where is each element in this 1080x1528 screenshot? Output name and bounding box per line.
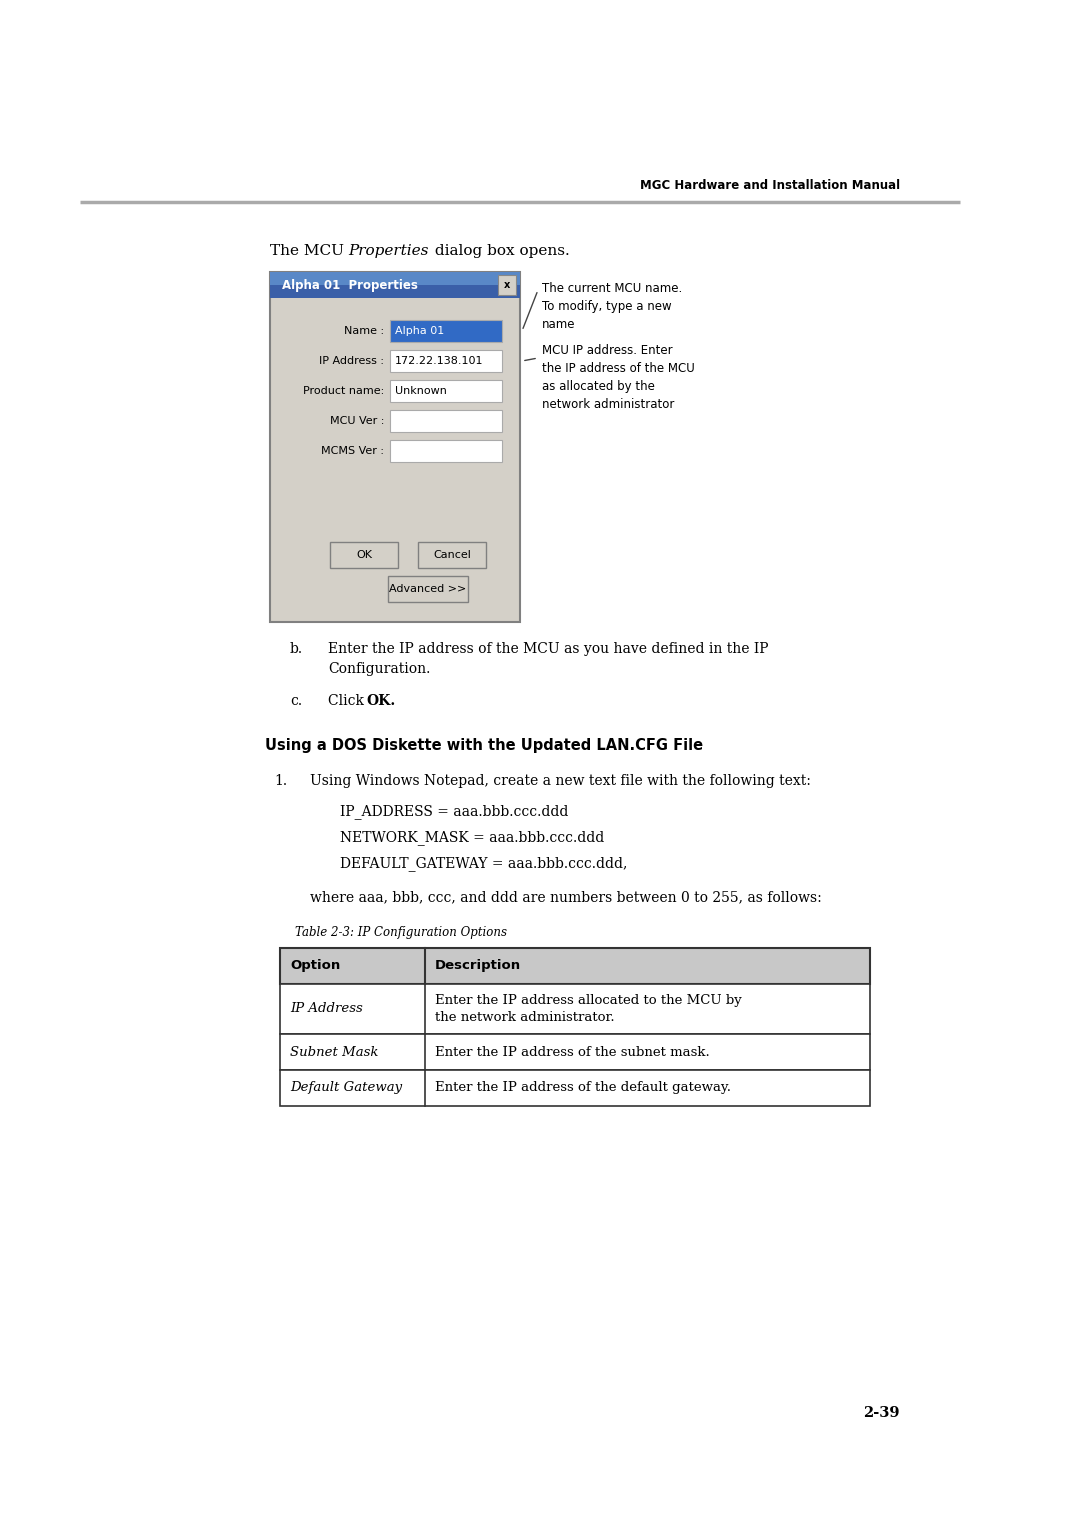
Bar [280, 947, 870, 984]
Text: The MCU: The MCU [270, 244, 349, 258]
Text: Enter the IP address of the MCU as you have defined in the IP: Enter the IP address of the MCU as you h… [328, 642, 769, 656]
Bar [418, 542, 486, 568]
Text: IP_ADDRESS = aaa.bbb.ccc.ddd: IP_ADDRESS = aaa.bbb.ccc.ddd [340, 804, 568, 819]
Bar [270, 272, 519, 298]
Text: Alpha 01: Alpha 01 [395, 325, 444, 336]
Text: b.: b. [291, 642, 303, 656]
Text: Enter the IP address of the subnet mask.: Enter the IP address of the subnet mask. [435, 1045, 710, 1059]
Text: Subnet Mask: Subnet Mask [291, 1045, 378, 1059]
Text: IP Address: IP Address [291, 1002, 363, 1016]
Text: Unknown: Unknown [395, 387, 447, 396]
Text: Alpha 01  Properties: Alpha 01 Properties [282, 278, 418, 292]
Text: x: x [504, 280, 510, 290]
Text: dialog box opens.: dialog box opens. [430, 244, 570, 258]
Text: Name :: Name : [343, 325, 384, 336]
Bar [390, 410, 502, 432]
Text: Option: Option [291, 960, 340, 972]
Text: Click: Click [328, 694, 368, 707]
Bar [390, 319, 502, 342]
Text: OK.: OK. [366, 694, 395, 707]
Text: 2-39: 2-39 [864, 1406, 900, 1420]
Text: NETWORK_MASK = aaa.bbb.ccc.ddd: NETWORK_MASK = aaa.bbb.ccc.ddd [340, 830, 604, 845]
Text: c.: c. [291, 694, 302, 707]
Text: Enter the IP address of the default gateway.: Enter the IP address of the default gate… [435, 1082, 731, 1094]
Text: OK: OK [356, 550, 372, 559]
Bar [280, 1034, 870, 1070]
Text: Using Windows Notepad, create a new text file with the following text:: Using Windows Notepad, create a new text… [310, 775, 811, 788]
Text: The current MCU name.
To modify, type a new
name: The current MCU name. To modify, type a … [542, 283, 683, 332]
Text: 1.: 1. [274, 775, 287, 788]
Text: MCMS Ver :: MCMS Ver : [321, 446, 384, 455]
Bar [280, 1070, 870, 1106]
Text: 172.22.138.101: 172.22.138.101 [395, 356, 484, 367]
Text: Using a DOS Diskette with the Updated LAN.CFG File: Using a DOS Diskette with the Updated LA… [265, 738, 703, 753]
Bar [390, 380, 502, 402]
Text: IP Address :: IP Address : [319, 356, 384, 367]
Text: Advanced >>: Advanced >> [390, 584, 467, 594]
Bar [270, 272, 519, 286]
Text: Configuration.: Configuration. [328, 662, 430, 675]
Bar [270, 272, 519, 622]
Text: Cancel: Cancel [433, 550, 471, 559]
Bar [330, 542, 399, 568]
Text: Properties: Properties [348, 244, 429, 258]
Text: Table 2-3: IP Configuration Options: Table 2-3: IP Configuration Options [295, 926, 507, 940]
Text: Default Gateway: Default Gateway [291, 1082, 402, 1094]
Text: MCU Ver :: MCU Ver : [329, 416, 384, 426]
Text: MGC Hardware and Installation Manual: MGC Hardware and Installation Manual [639, 179, 900, 193]
Bar [280, 984, 870, 1034]
Text: the network administrator.: the network administrator. [435, 1012, 615, 1024]
Bar [388, 576, 468, 602]
Text: Enter the IP address allocated to the MCU by: Enter the IP address allocated to the MC… [435, 995, 742, 1007]
Bar [390, 350, 502, 371]
Bar [390, 440, 502, 461]
Bar [498, 275, 516, 295]
Text: Product name:: Product name: [302, 387, 384, 396]
Text: where aaa, bbb, ccc, and ddd are numbers between 0 to 255, as follows:: where aaa, bbb, ccc, and ddd are numbers… [310, 889, 822, 905]
Text: DEFAULT_GATEWAY = aaa.bbb.ccc.ddd,: DEFAULT_GATEWAY = aaa.bbb.ccc.ddd, [340, 856, 627, 871]
Text: Description: Description [435, 960, 522, 972]
Text: MCU IP address. Enter
the IP address of the MCU
as allocated by the
network admi: MCU IP address. Enter the IP address of … [542, 344, 694, 411]
